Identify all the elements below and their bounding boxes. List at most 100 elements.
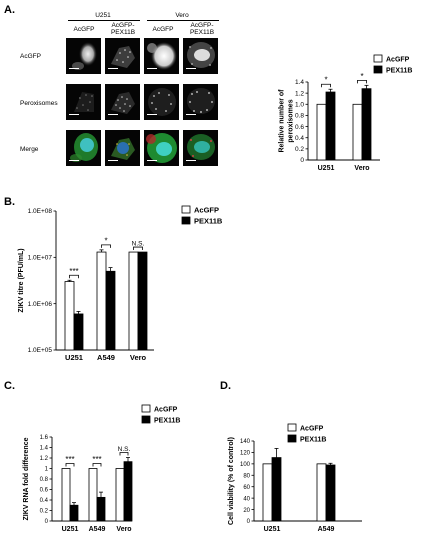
cell-line-header-u251: U251 (95, 12, 111, 19)
micrograph-vero-acgfp-merge (144, 130, 179, 166)
chart-b-significance-label: N.S. (132, 241, 145, 248)
chart-c-ytick-label: 0 (45, 519, 49, 525)
chart-a-significance-label: * (324, 76, 327, 85)
chart-a-bar-vero-pex11b (361, 88, 372, 161)
chart-b-bar-u251-acgfp (64, 281, 75, 351)
chart-c-ytick-label: 0.6 (40, 488, 49, 494)
chart-b-significance-label: *** (69, 267, 78, 276)
chart-b-ytick-label: 1.0E+07 (28, 255, 53, 262)
chart-d-ylabel: Cell viability (% of control) (228, 437, 235, 525)
chart-d-ytick-label: 140 (240, 439, 251, 445)
chart-a-significance-label: * (360, 72, 363, 81)
chart-c-ytick-label: 0.8 (40, 477, 49, 483)
row-header-merge: Merge (20, 146, 39, 153)
micrograph-u251-pex11b-peroxisomes (105, 84, 140, 120)
chart-c-bar-a549-pex11b (96, 496, 106, 522)
micrograph-vero-pex11b-peroxisomes (183, 84, 218, 120)
chart-a-legend-swatch-acgfp (373, 54, 383, 63)
chart-c-ytick-label: 1.6 (40, 435, 49, 441)
chart-d-legend-swatch-acgfp (287, 423, 297, 432)
chart-a-bar-u251-pex11b (325, 91, 336, 161)
header-rule-vero (147, 20, 219, 21)
chart-c-ytick-label: 1.4 (40, 446, 49, 452)
chart-d-category-label: A549 (318, 526, 335, 533)
chart-c-bar-u251-pex11b (69, 504, 79, 522)
micrograph-u251-acgfp-peroxisomes (66, 84, 101, 120)
chart-d-legend-swatch-pex11b (287, 434, 297, 443)
chart-b-bar-u251-pex11b (73, 313, 84, 351)
column-header-4: AcGFP- PEX11B (189, 22, 215, 36)
chart-a-ytick-label: 1.2 (295, 90, 304, 97)
chart-d-ytick-label: 120 (240, 451, 251, 457)
chart-b-significance-bracket (133, 246, 143, 251)
chart-a-legend-label: AcGFP (386, 57, 410, 64)
chart-b-category-label: A549 (97, 353, 115, 362)
chart-d-ytick-label: 40 (243, 496, 250, 502)
chart-b-bar-a549-acgfp (96, 251, 107, 351)
chart-c-significance-label: N.S. (118, 446, 131, 453)
chart-c-bar-a549-acgfp (88, 468, 98, 522)
chart-b-bar-a549-pex11b (105, 270, 116, 351)
micrograph-u251-acgfp-acgfp (66, 38, 101, 74)
chart-b-significance-label: * (104, 236, 107, 245)
chart-a-ytick-label: 0.4 (295, 135, 304, 142)
chart-d-bar-u251-acgfp (262, 463, 273, 522)
chart-d-legend-label: PEX11B (300, 437, 326, 444)
chart-d-bar-a549-pex11b (325, 464, 336, 522)
chart-c-bar-vero-acgfp (115, 468, 125, 522)
chart-d-bar-u251-pex11b (271, 457, 282, 522)
chart-c-legend-swatch-acgfp (141, 404, 151, 413)
chart-a-bar-vero-acgfp (352, 103, 363, 161)
chart-b-legend-label: PEX11B (194, 217, 223, 226)
micrograph-grid: U251 Vero AcGFP AcGFP- PEX11B AcGFP AcGF… (0, 0, 230, 185)
chart-c-significance-label: *** (65, 455, 74, 464)
chart-a-ytick-label: 1.0 (295, 101, 304, 108)
micrograph-vero-pex11b-merge (183, 130, 218, 166)
micrograph-vero-acgfp-peroxisomes (144, 84, 179, 120)
chart-c-significance-bracket (92, 463, 102, 467)
cell-line-header-vero: Vero (175, 12, 189, 19)
chart-a-ylabel: Relative number of (279, 89, 286, 153)
chart-c-ytick-label: 1.2 (40, 456, 49, 462)
chart-d-legend-label: AcGFP (300, 426, 324, 433)
chart-b-ytick-label: 1.0E+06 (28, 301, 53, 308)
column-header-2: AcGFP- PEX11B (110, 22, 136, 36)
chart-c-bar-vero-pex11b (123, 461, 133, 522)
chart-b-ytick-label: 1.0E+05 (28, 347, 53, 354)
chart-a-category-label: Vero (354, 165, 369, 172)
micrograph-vero-pex11b-acgfp (183, 38, 218, 74)
row-header-peroxisomes: Peroxisomes (20, 100, 58, 107)
chart-a-ylabel: peroxisomes (288, 99, 295, 142)
chart-c-significance-bracket (119, 452, 129, 456)
chart-a-ytick-label: 0 (300, 157, 304, 164)
chart-a-ytick-label: 0.6 (295, 124, 304, 131)
chart-c-legend-label: AcGFP (154, 407, 178, 414)
header-rule-u251 (68, 20, 140, 21)
chart-c-ytick-label: 1 (45, 467, 49, 473)
chart-b-category-label: Vero (130, 353, 147, 362)
chart-d-ytick-label: 60 (243, 485, 250, 491)
chart-d-ytick-label: 20 (243, 508, 250, 514)
panel-label-a: A. (4, 4, 15, 16)
chart-a-legend-swatch-pex11b (373, 65, 383, 74)
panel-label-b: B. (4, 196, 15, 208)
chart-c-legend-swatch-pex11b (141, 415, 151, 424)
micrograph-u251-acgfp-merge (66, 130, 101, 166)
chart-a-ytick-label: 1.4 (295, 79, 304, 86)
chart-a-bar-u251-acgfp (316, 103, 327, 161)
chart-b-significance-bracket (101, 244, 111, 248)
chart-d-ytick-label: 100 (240, 462, 251, 468)
panel-label-d: D. (220, 380, 231, 392)
chart-c-significance-label: *** (92, 455, 101, 464)
chart-c-ylabel: ZIKV RNA fold difference (23, 437, 30, 520)
chart-c-category-label: U251 (62, 526, 79, 533)
chart-b-category-label: U251 (65, 353, 83, 362)
chart-c-ytick-label: 0.2 (40, 509, 49, 515)
chart-d-bar-a549-acgfp (316, 463, 327, 522)
chart-a-legend-label: PEX11B (386, 68, 412, 75)
chart-a-category-label: U251 (318, 165, 335, 172)
panel-label-c: C. (4, 380, 15, 392)
chart-c-bar-u251-acgfp (61, 468, 71, 522)
chart-b-significance-bracket (69, 274, 79, 279)
chart-c-ytick-label: 0.4 (40, 498, 49, 504)
